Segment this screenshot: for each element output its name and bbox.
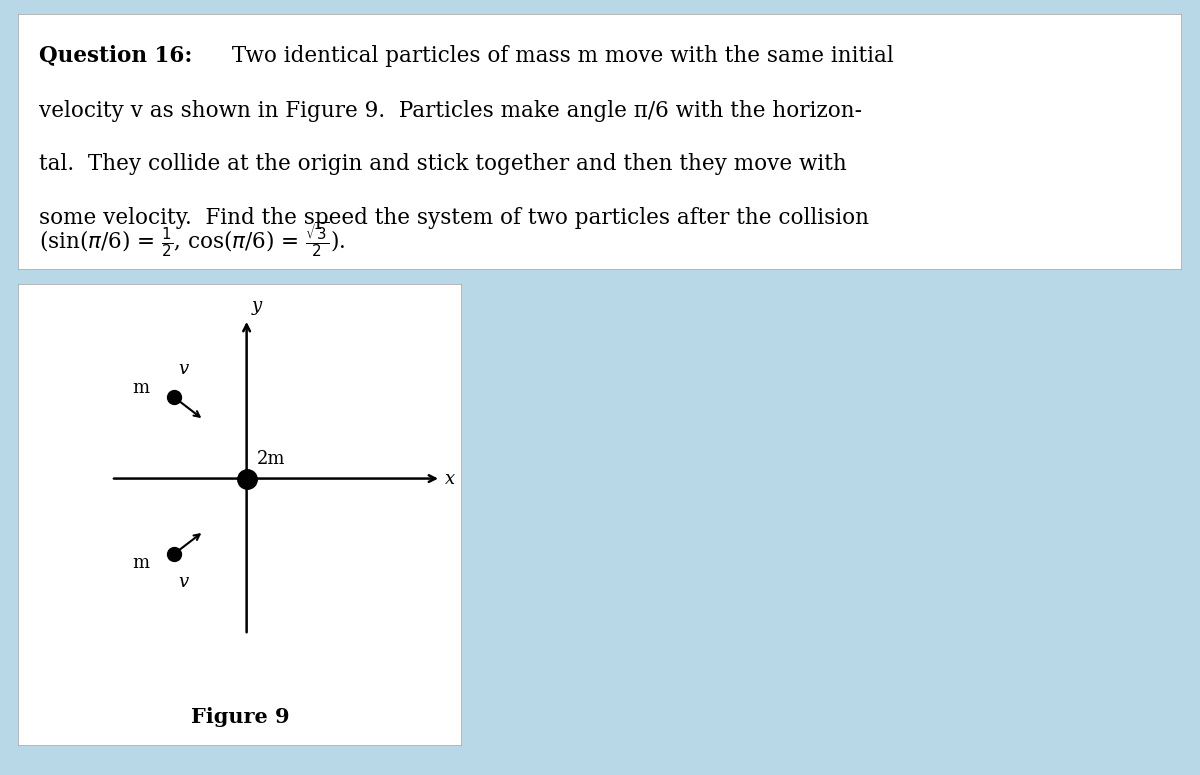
FancyBboxPatch shape [18,284,462,746]
Text: Two identical particles of mass m move with the same initial: Two identical particles of mass m move w… [226,45,894,67]
Text: (sin($\pi$/6) = $\frac{1}{2}$, cos($\pi$/6) = $\frac{\sqrt{3}}{2}$).: (sin($\pi$/6) = $\frac{1}{2}$, cos($\pi$… [38,221,346,260]
Text: x: x [444,470,455,487]
FancyBboxPatch shape [18,14,1182,270]
Text: m: m [132,554,150,572]
Text: Question 16:: Question 16: [38,45,192,67]
Text: tal.  They collide at the origin and stick together and then they move with: tal. They collide at the origin and stic… [38,153,847,175]
Text: Figure 9: Figure 9 [191,707,289,727]
Text: y: y [252,297,262,315]
Text: m: m [132,379,150,398]
Text: velocity v as shown in Figure 9.  Particles make angle π/6 with the horizon-: velocity v as shown in Figure 9. Particl… [38,100,862,122]
Text: v: v [178,573,188,591]
Text: 2m: 2m [257,449,286,468]
Text: some velocity.  Find the speed the system of two particles after the collision: some velocity. Find the speed the system… [38,207,869,229]
Text: v: v [178,360,188,378]
